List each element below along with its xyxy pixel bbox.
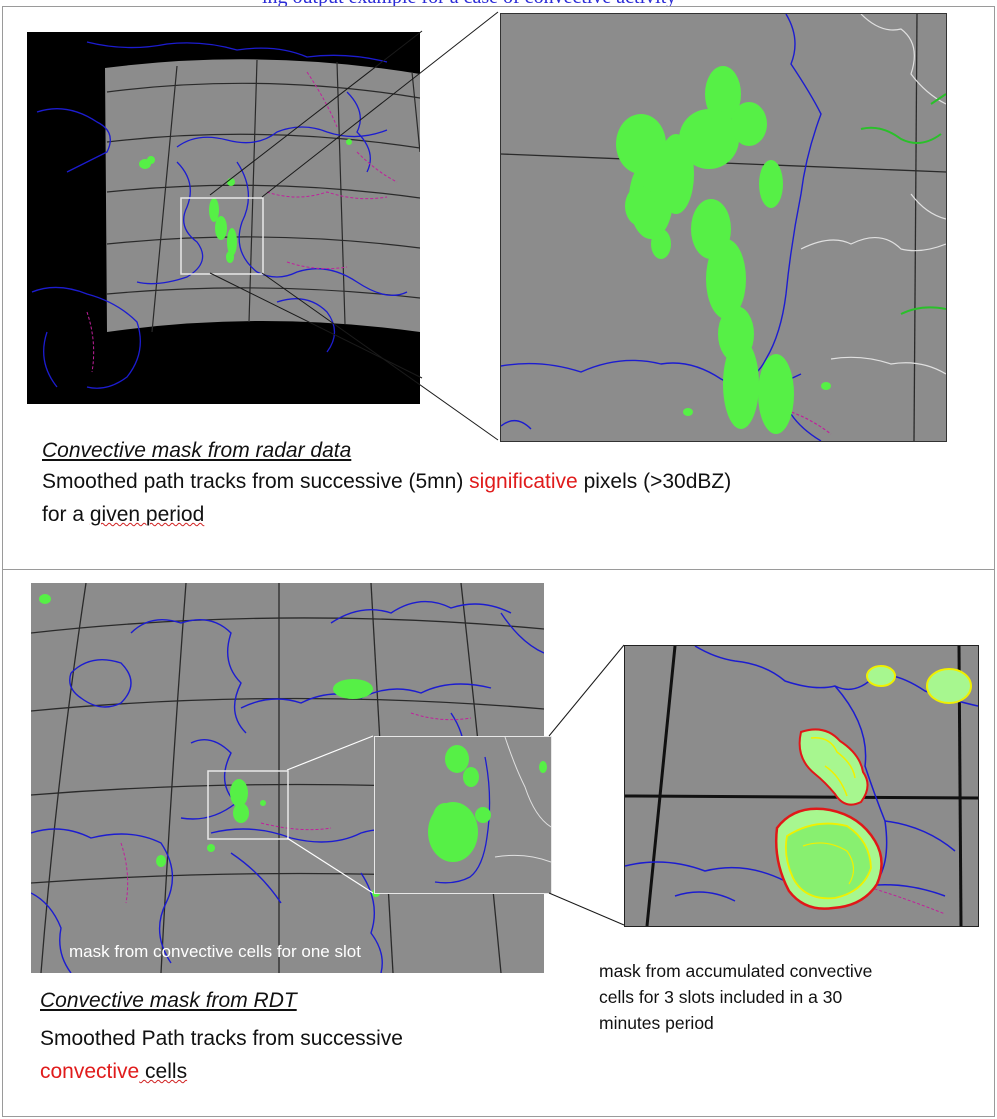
- accumulated-note: mask from accumulated convective cells f…: [599, 958, 872, 1036]
- rdt-overlay-label: mask from convective cells for one slot: [69, 942, 361, 961]
- radar-caption-line-1-b: pixels (>30dBZ): [577, 470, 732, 493]
- rdt-caption-convective: convective: [40, 1060, 140, 1083]
- accumulated-note-line-1: mask from accumulated convective: [599, 961, 873, 981]
- radar-caption-line-1: Smoothed path tracks from successive (5m…: [42, 465, 731, 498]
- rdt-caption-line-2: convective cells: [40, 1055, 187, 1088]
- radar-caption-line-1-a: Smoothed path tracks from successive (5m…: [42, 470, 470, 493]
- header-text: ing output example for a case of convect…: [262, 0, 676, 8]
- radar-caption-significative: significative: [469, 470, 578, 493]
- radar-zoom-map: [500, 13, 947, 442]
- rdt-inset-map: [374, 736, 552, 894]
- rdt-panel: mask from convective cells for one slot: [2, 569, 995, 1117]
- radar-caption-title: Convective mask from radar data: [42, 439, 352, 462]
- radar-panel: Convective mask from radar data Smoothed…: [2, 6, 995, 570]
- radar-caption-given-period: given period: [89, 503, 205, 526]
- rdt-caption-title: Convective mask from RDT: [40, 989, 297, 1012]
- accumulated-rdt-map: [624, 645, 979, 927]
- radar-caption-line-2-a: for a: [42, 503, 90, 526]
- rdt-caption-cells: cells: [139, 1060, 188, 1083]
- radar-caption-line-2: for a given period: [42, 498, 204, 531]
- header-strip: ing output example for a case of convect…: [0, 0, 997, 8]
- rdt-caption-line-1: Smoothed Path tracks from successive: [40, 1027, 403, 1050]
- radar-overview-map: [27, 32, 420, 404]
- accumulated-note-line-3: minutes period: [599, 1013, 714, 1033]
- accumulated-note-line-2: cells for 3 slots included in a 30: [599, 987, 843, 1007]
